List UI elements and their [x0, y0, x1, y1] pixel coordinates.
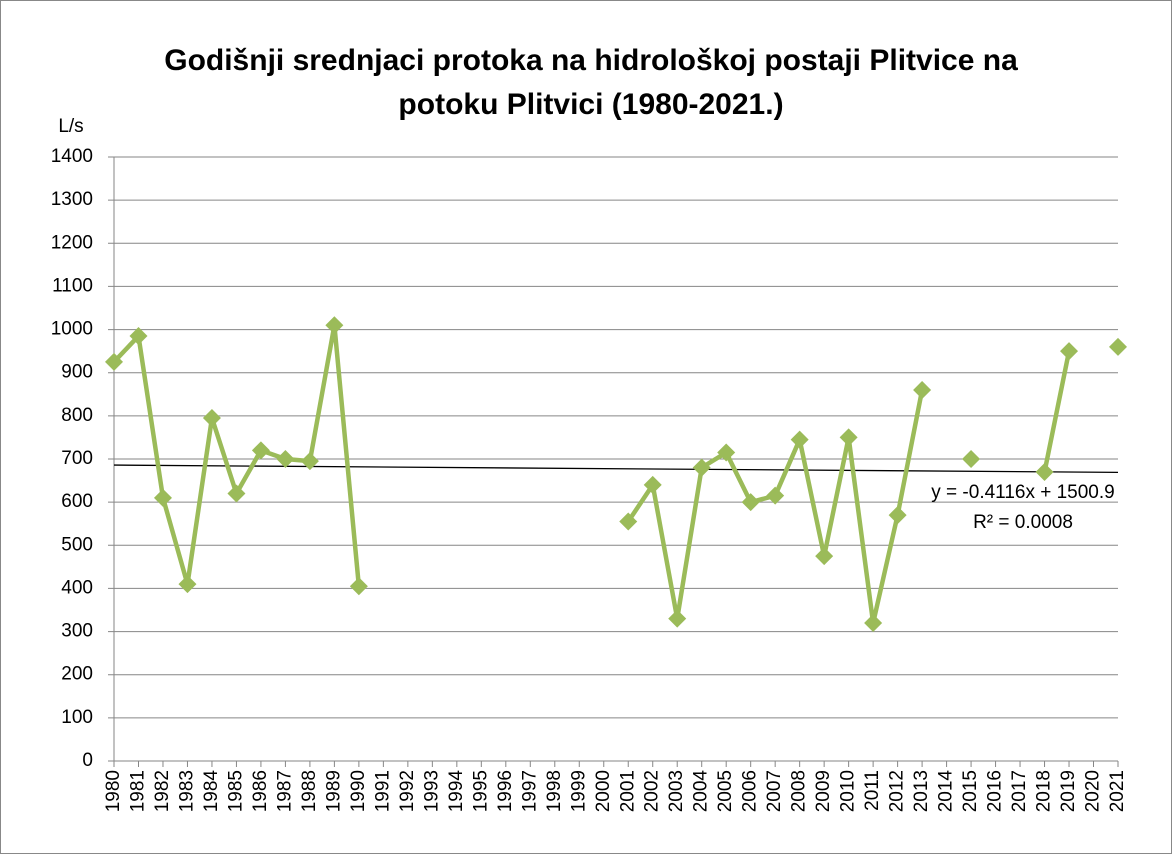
y-tick-label: 900: [61, 362, 93, 383]
y-tick-label: 100: [61, 707, 93, 728]
x-tick-label: 1999: [568, 770, 589, 812]
data-marker: [105, 352, 123, 371]
x-tick-label: 1998: [544, 770, 565, 812]
x-tick-label: 2010: [838, 770, 859, 812]
y-tick-label: 300: [61, 621, 93, 642]
x-tick-label: 1992: [397, 770, 418, 812]
y-tick-label: 1300: [51, 189, 93, 210]
y-tick-label: 400: [61, 577, 93, 598]
x-tick-label: 2003: [666, 770, 687, 812]
data-marker: [717, 443, 736, 462]
x-tick-label: 2004: [691, 770, 712, 813]
data-marker: [619, 512, 638, 531]
x-tick-label: 2020: [1083, 770, 1104, 812]
data-marker: [888, 506, 907, 525]
data-marker: [668, 609, 687, 628]
x-tick-label: 2011: [862, 770, 883, 811]
x-tick-label: 2013: [911, 770, 932, 812]
x-tick-label: 1982: [152, 770, 173, 812]
x-tick-label: 2001: [617, 770, 638, 812]
x-tick-label: 1993: [421, 770, 442, 812]
trendline-r-squared: R² = 0.0008: [973, 512, 1073, 533]
data-marker: [766, 486, 785, 505]
y-tick-label: 600: [61, 491, 93, 512]
y-tick-label: 500: [61, 534, 93, 555]
x-tick-label: 1989: [323, 770, 344, 812]
x-tick-label: 2005: [715, 770, 736, 812]
data-marker: [202, 409, 221, 428]
data-marker: [913, 380, 932, 399]
y-tick-label: 800: [61, 405, 93, 426]
data-marker: [1109, 337, 1127, 356]
data-marker: [790, 430, 809, 449]
x-tick-label: 1990: [348, 770, 369, 812]
x-tick-label: 1984: [201, 770, 222, 813]
data-marker: [962, 450, 981, 468]
x-tick-label: 1980: [103, 770, 124, 812]
x-tick-label: 2009: [813, 770, 834, 812]
data-marker: [153, 488, 172, 507]
data-marker: [325, 316, 344, 335]
x-tick-label: 2002: [642, 770, 663, 812]
data-marker: [1035, 462, 1054, 481]
x-tick-label: 2016: [985, 770, 1006, 812]
x-tick-label: 2008: [789, 770, 810, 812]
x-tick-label: 1996: [495, 770, 516, 812]
x-tick-label: 2015: [960, 770, 981, 812]
x-tick-label: 1997: [519, 770, 540, 812]
data-marker: [692, 458, 711, 477]
y-tick-label: 1000: [51, 319, 93, 340]
y-tick-label: 700: [61, 448, 93, 469]
data-marker: [251, 441, 270, 460]
x-tick-label: 1986: [250, 770, 271, 812]
trendline: [113, 464, 1119, 473]
x-tick-label: 2017: [1009, 770, 1030, 812]
x-tick-label: 2014: [936, 770, 957, 813]
x-tick-label: 2007: [764, 770, 785, 812]
data-marker: [741, 493, 760, 512]
x-tick-label: 2006: [740, 770, 761, 812]
x-tick-label: 2021: [1107, 770, 1128, 812]
x-tick-label: 1985: [225, 770, 246, 812]
data-marker: [276, 450, 295, 468]
data-line: [114, 325, 1118, 623]
data-marker: [839, 428, 858, 447]
data-marker: [227, 484, 246, 503]
y-tick-label: 0: [82, 750, 93, 771]
data-marker: [864, 613, 883, 632]
trendline-equation: y = -0.4116x + 1500.9: [931, 482, 1114, 503]
x-tick-label: 1988: [299, 770, 320, 812]
y-tick-label: 1400: [51, 146, 93, 167]
x-tick-label: 1987: [274, 770, 295, 812]
x-tick-label: 1983: [176, 770, 197, 812]
data-marker: [129, 327, 148, 346]
x-tick-label: 2012: [887, 770, 908, 812]
data-marker: [300, 452, 319, 471]
y-tick-label: 1200: [51, 232, 93, 253]
data-marker: [815, 547, 834, 566]
y-axis-label: L/s: [58, 116, 83, 137]
data-marker: [643, 475, 662, 494]
x-tick-label: 2018: [1034, 770, 1055, 812]
chart-title: Godišnji srednjaci protoka na hidrološko…: [164, 44, 1018, 121]
y-tick-label: 200: [61, 664, 93, 685]
x-tick-label: 1995: [470, 770, 491, 812]
x-tick-label: 2000: [593, 770, 614, 812]
x-tick-label: 2019: [1058, 770, 1079, 812]
x-tick-label: 1991: [372, 770, 393, 812]
x-tick-label: 1981: [128, 770, 149, 812]
x-tick-label: 1994: [446, 770, 467, 813]
data-marker: [178, 575, 197, 594]
data-marker: [349, 577, 368, 596]
data-marker: [1060, 342, 1079, 361]
y-tick-label: 1100: [52, 275, 93, 296]
